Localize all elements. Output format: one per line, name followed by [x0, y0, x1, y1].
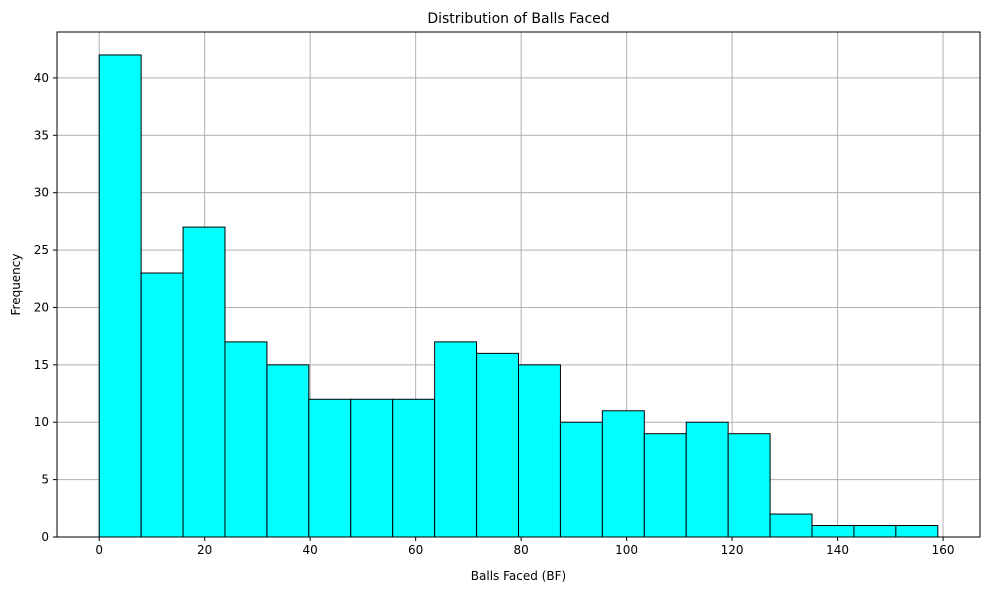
x-tick-label: 160 [932, 543, 955, 557]
y-tick-label: 5 [41, 473, 49, 487]
histogram-bar [727, 433, 771, 538]
histogram-bar [769, 513, 813, 538]
histogram-bar [853, 525, 897, 538]
x-tick-label: 100 [615, 543, 638, 557]
x-tick-label: 120 [721, 543, 744, 557]
histogram-bar [895, 525, 939, 538]
ticks-layer: 0 20 40 60 80 100 120 140 160 0 5 10 15 20 25 30 35 40 [34, 71, 955, 557]
histogram-bar [559, 421, 603, 538]
histogram-bar [140, 272, 184, 538]
histogram-bar [601, 410, 645, 538]
chart-title: Distribution of Balls Faced [427, 11, 609, 27]
histogram-bar [811, 525, 855, 538]
x-tick-label: 20 [197, 543, 212, 557]
histogram-bar [308, 398, 352, 538]
histogram-bar [182, 226, 226, 538]
histogram-bar [266, 364, 310, 538]
histogram-bar [224, 341, 268, 538]
histogram-bar [434, 341, 478, 538]
y-tick-label: 20 [34, 300, 49, 314]
y-tick-label: 15 [34, 358, 49, 372]
histogram-bar [685, 421, 729, 538]
y-tick-label: 10 [34, 415, 49, 429]
histogram-bar [98, 54, 142, 538]
histogram-bar [518, 364, 561, 538]
y-tick-label: 30 [34, 186, 49, 200]
y-tick-label: 40 [34, 71, 49, 85]
y-tick-label: 25 [34, 243, 49, 257]
x-axis-label: Balls Faced (BF) [471, 569, 566, 583]
bars-layer [98, 54, 939, 538]
x-tick-label: 80 [513, 543, 528, 557]
histogram-bar [350, 398, 394, 538]
histogram-bar [392, 398, 436, 538]
x-tick-label: 60 [408, 543, 423, 557]
y-tick-label: 35 [34, 128, 49, 142]
y-axis-label: Frequency [9, 254, 23, 316]
x-tick-label: 40 [303, 543, 318, 557]
x-tick-label: 0 [95, 543, 103, 557]
histogram-bar [476, 352, 519, 538]
y-tick-label: 0 [41, 530, 49, 544]
histogram-bar [643, 433, 687, 538]
x-tick-label: 140 [826, 543, 849, 557]
plot-frame [56, 31, 981, 538]
